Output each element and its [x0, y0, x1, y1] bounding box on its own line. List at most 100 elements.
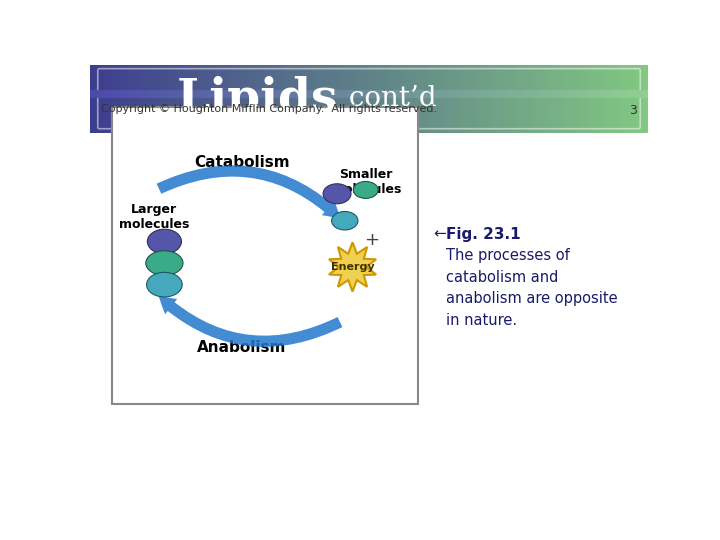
- Bar: [192, 65, 194, 132]
- Bar: [179, 65, 181, 132]
- Bar: [103, 65, 105, 132]
- Bar: [423, 65, 426, 132]
- Bar: [377, 90, 379, 98]
- Bar: [490, 90, 492, 98]
- Bar: [231, 65, 233, 132]
- Bar: [399, 65, 401, 132]
- Bar: [348, 90, 351, 98]
- Bar: [466, 65, 468, 132]
- Bar: [112, 107, 418, 403]
- Bar: [120, 65, 122, 132]
- Bar: [581, 65, 583, 132]
- Bar: [473, 90, 475, 98]
- Bar: [97, 65, 99, 132]
- Bar: [360, 65, 362, 132]
- Bar: [395, 65, 397, 132]
- Bar: [431, 65, 433, 132]
- Bar: [348, 65, 351, 132]
- Bar: [367, 65, 369, 132]
- Bar: [393, 65, 395, 132]
- Bar: [539, 90, 541, 98]
- Bar: [364, 65, 366, 132]
- Bar: [516, 65, 518, 132]
- Bar: [629, 65, 631, 132]
- Bar: [258, 65, 260, 132]
- Bar: [386, 65, 388, 132]
- Bar: [328, 65, 330, 132]
- Bar: [406, 65, 408, 132]
- Bar: [521, 90, 523, 98]
- Bar: [587, 90, 589, 98]
- Text: Larger
molecules: Larger molecules: [119, 203, 189, 231]
- Bar: [431, 90, 433, 98]
- Bar: [486, 65, 488, 132]
- Bar: [263, 65, 265, 132]
- Bar: [284, 65, 286, 132]
- Bar: [99, 65, 102, 132]
- Bar: [570, 90, 572, 98]
- Bar: [280, 65, 282, 132]
- Bar: [425, 65, 427, 132]
- Bar: [172, 65, 174, 132]
- Bar: [300, 65, 302, 132]
- Bar: [400, 65, 403, 132]
- Bar: [593, 90, 595, 98]
- Bar: [603, 90, 606, 98]
- Bar: [343, 65, 345, 132]
- Bar: [405, 65, 407, 132]
- Bar: [310, 65, 312, 132]
- Bar: [453, 65, 455, 132]
- Text: Smaller
molecules: Smaller molecules: [330, 168, 401, 196]
- Bar: [421, 65, 423, 132]
- Bar: [107, 65, 109, 132]
- Bar: [122, 65, 124, 132]
- Bar: [472, 65, 474, 132]
- Bar: [287, 65, 289, 132]
- Bar: [116, 90, 118, 98]
- Bar: [583, 90, 585, 98]
- Bar: [644, 90, 647, 98]
- Bar: [135, 65, 137, 132]
- Bar: [213, 90, 215, 98]
- Bar: [222, 65, 225, 132]
- Bar: [490, 65, 492, 132]
- Bar: [501, 90, 503, 98]
- Bar: [575, 90, 577, 98]
- Bar: [289, 65, 292, 132]
- Bar: [235, 65, 238, 132]
- Bar: [140, 65, 143, 132]
- Bar: [594, 90, 596, 98]
- Bar: [243, 65, 245, 132]
- Bar: [320, 65, 323, 132]
- Bar: [512, 90, 515, 98]
- Bar: [526, 65, 528, 132]
- Bar: [266, 90, 269, 98]
- Bar: [440, 65, 442, 132]
- Bar: [233, 65, 235, 132]
- Bar: [514, 65, 516, 132]
- Bar: [356, 90, 359, 98]
- Bar: [155, 90, 158, 98]
- Bar: [488, 90, 490, 98]
- Bar: [218, 90, 220, 98]
- Bar: [495, 90, 498, 98]
- Bar: [166, 65, 168, 132]
- Bar: [555, 65, 557, 132]
- Bar: [202, 90, 204, 98]
- Bar: [510, 90, 513, 98]
- Bar: [454, 65, 456, 132]
- Bar: [475, 65, 477, 132]
- Bar: [259, 65, 261, 132]
- Bar: [387, 65, 390, 132]
- Bar: [151, 65, 153, 132]
- Bar: [244, 65, 247, 132]
- Bar: [568, 90, 570, 98]
- Bar: [641, 90, 643, 98]
- Bar: [347, 65, 349, 132]
- Bar: [544, 90, 546, 98]
- Bar: [492, 90, 494, 98]
- Bar: [553, 65, 555, 132]
- Bar: [583, 65, 585, 132]
- Bar: [148, 65, 150, 132]
- Bar: [393, 90, 395, 98]
